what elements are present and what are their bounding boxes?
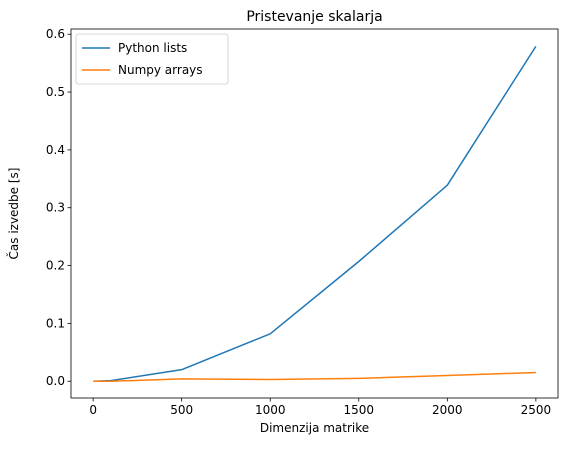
legend-label-0: Python lists bbox=[118, 41, 187, 55]
plot-area: 0 500 1000 1500 2000 2500 0.0 0.1 0.2 0.3 0.4 0.5 0.… bbox=[46, 27, 558, 417]
x-tick-label-2: 1000 bbox=[255, 403, 286, 417]
series-line-0 bbox=[93, 46, 536, 381]
y-tick-label-2: 0.2 bbox=[46, 259, 65, 273]
y-tick-label-4: 0.4 bbox=[46, 143, 65, 157]
y-tick-label-0: 0.0 bbox=[46, 374, 65, 388]
y-axis-label: Čas izvedbe [s] bbox=[6, 168, 21, 260]
x-tick-label-3: 1500 bbox=[343, 403, 374, 417]
series-line-1 bbox=[93, 373, 536, 382]
legend: Python lists Numpy arrays bbox=[76, 34, 228, 84]
x-axis-label: Dimenzija matrike bbox=[260, 421, 369, 435]
y-tick-label-3: 0.3 bbox=[46, 201, 65, 215]
chart-title: Pristevanje skalarja bbox=[246, 9, 382, 25]
y-tick-label-5: 0.5 bbox=[46, 85, 65, 99]
y-tick-label-1: 0.1 bbox=[46, 316, 65, 330]
legend-label-1: Numpy arrays bbox=[118, 63, 203, 77]
x-tick-label-0: 0 bbox=[89, 403, 97, 417]
x-tick-label-5: 2500 bbox=[521, 403, 552, 417]
y-tick-label-6: 0.6 bbox=[46, 27, 65, 41]
x-tick-label-1: 500 bbox=[170, 403, 193, 417]
x-tick-label-4: 2000 bbox=[432, 403, 463, 417]
